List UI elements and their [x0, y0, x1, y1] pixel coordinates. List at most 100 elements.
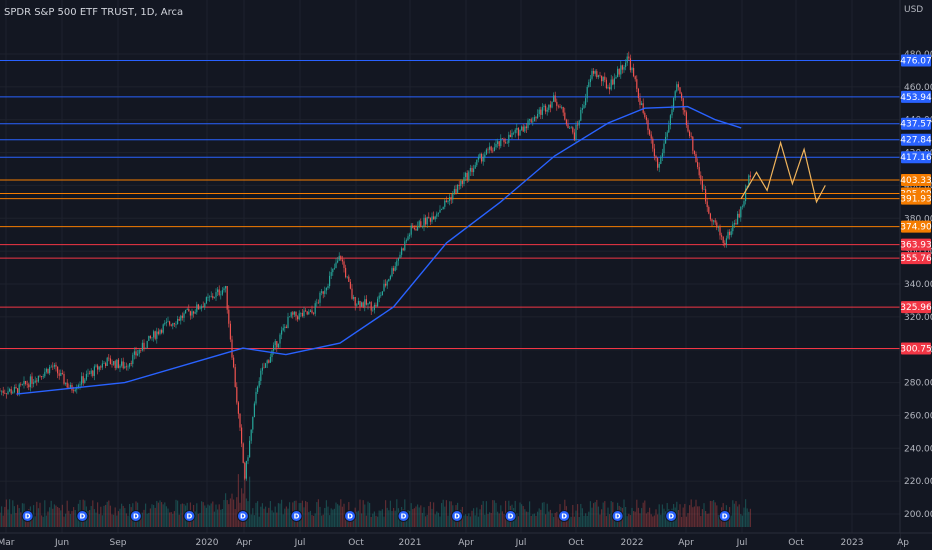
dividend-marker-icon[interactable]: D — [76, 510, 89, 522]
candle-body — [60, 373, 62, 376]
volume-bar — [490, 512, 492, 527]
price-tick-label: 220.00 — [904, 477, 932, 487]
candle-body — [674, 91, 676, 98]
candle-body — [257, 386, 259, 392]
candle-body — [601, 75, 603, 82]
volume-bar — [506, 515, 508, 527]
volume-bar — [68, 510, 70, 527]
candle-body — [109, 358, 111, 365]
candle-body — [157, 331, 159, 334]
candle-body — [369, 302, 371, 304]
candle-body — [730, 231, 732, 236]
candle-body — [620, 65, 622, 75]
volume-bar — [277, 503, 279, 527]
candle-body — [353, 297, 355, 299]
price-tick-label: 320.00 — [904, 313, 932, 323]
level-price-text: 355.76 — [900, 254, 932, 264]
volume-bar — [577, 504, 579, 527]
candle-body — [447, 200, 449, 202]
dividend-circle — [290, 510, 303, 522]
volume-bar — [285, 506, 287, 527]
candle-body — [661, 153, 663, 157]
volume-bar — [244, 476, 246, 527]
volume-bar — [578, 516, 580, 527]
volume-bar — [282, 514, 284, 527]
price-tick-label: 200.00 — [904, 510, 932, 520]
volume-bar — [37, 508, 39, 527]
level-price-badge — [901, 238, 931, 251]
dividend-circle — [344, 510, 356, 522]
volume-bar — [20, 512, 22, 527]
candle-body — [114, 361, 116, 368]
candle-body — [261, 367, 263, 371]
dividend-marker-icon[interactable]: D — [129, 510, 142, 522]
dividend-marker-icon[interactable]: D — [21, 510, 34, 522]
price-axis[interactable] — [900, 0, 932, 535]
candle-body — [465, 172, 467, 178]
volume-bar — [503, 514, 505, 527]
candle-body — [362, 302, 364, 307]
volume-bar — [361, 513, 363, 527]
candle-body — [386, 281, 388, 286]
candle-body — [372, 309, 374, 311]
level-price-text: 476.07 — [900, 56, 932, 66]
dividend-marker-icon[interactable]: D — [397, 510, 410, 522]
time-tick-label: Jul — [736, 538, 748, 548]
volume-bar — [314, 513, 316, 527]
candle-body — [50, 366, 52, 368]
dividend-marker-icon[interactable]: D — [451, 510, 464, 522]
candle-body — [471, 167, 473, 173]
dividend-marker-icon[interactable]: D — [344, 510, 356, 522]
volume-bar — [396, 499, 398, 527]
candle-body — [474, 165, 476, 169]
volume-bar — [276, 512, 278, 527]
dividend-marker-icon[interactable]: D — [665, 510, 678, 522]
volume-bar — [524, 509, 526, 527]
dividend-marker-icon[interactable]: D — [290, 510, 303, 522]
dividend-marker-icon[interactable]: D — [236, 510, 249, 522]
volume-bar — [581, 508, 583, 527]
candle-body — [452, 193, 454, 200]
volume-bar — [458, 516, 460, 527]
dividend-marker-icon[interactable]: D — [718, 510, 731, 522]
candle-body — [255, 391, 257, 404]
candle-body — [332, 268, 334, 273]
volume-bar — [573, 516, 575, 527]
volume-bar — [415, 506, 417, 527]
horizontal-levels[interactable] — [0, 59, 900, 349]
dividend-marker-icon[interactable]: D — [611, 510, 624, 522]
candle-body — [25, 380, 27, 384]
candle-body — [207, 297, 209, 298]
candle-body — [215, 292, 217, 298]
volume-bar — [197, 513, 199, 527]
volume-bar — [231, 493, 233, 527]
volume-bar — [719, 513, 721, 527]
dividend-marker-icon[interactable]: D — [504, 510, 517, 522]
candle-body — [551, 101, 553, 108]
dividend-marker-icon[interactable]: D — [183, 510, 196, 522]
volume-bar — [309, 510, 311, 527]
volume-bar — [12, 500, 14, 527]
volume-bar — [709, 500, 711, 527]
candle-body — [415, 229, 417, 231]
volume-bar — [313, 515, 315, 527]
projection-path[interactable] — [740, 140, 826, 204]
candle-body — [541, 107, 543, 115]
price-tick-label: 340.00 — [904, 280, 932, 290]
time-axis[interactable] — [0, 533, 900, 550]
volume-bar — [42, 516, 44, 527]
volume-bar — [661, 504, 663, 527]
level-price-text: 437.57 — [900, 120, 932, 130]
candle-body — [532, 121, 534, 123]
volume-bar — [0, 512, 1, 527]
candle-body — [460, 180, 462, 186]
candle-body — [685, 112, 687, 126]
candle-body — [281, 330, 283, 335]
candle-body — [351, 288, 353, 299]
volume-bar — [66, 500, 68, 527]
candle-body — [137, 353, 139, 356]
dividend-marker-icon[interactable]: D — [558, 510, 571, 522]
volume-bar — [205, 507, 207, 527]
